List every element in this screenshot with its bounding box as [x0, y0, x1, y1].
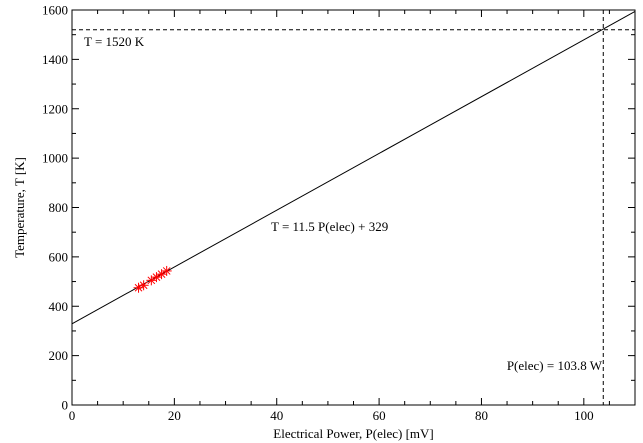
data-point — [151, 272, 162, 283]
plot-frame — [71, 9, 636, 406]
data-point-stroke — [139, 281, 148, 290]
data-point-stroke — [162, 267, 171, 275]
x-tick-label: 60 — [373, 408, 386, 423]
data-point-stroke — [147, 276, 156, 285]
x-tick-label: 100 — [574, 408, 594, 423]
y-tick-label: 0 — [62, 398, 69, 413]
data-point — [138, 280, 149, 291]
x-tick-label: 80 — [475, 408, 488, 423]
y-axis-ticks: 0 200 400 600 800 1000 1200 1400 1600 — [42, 3, 635, 413]
power-reference-label: P(elec) = 103.8 W — [507, 358, 603, 373]
data-point — [146, 275, 157, 286]
y-tick-label: 1000 — [42, 151, 68, 166]
y-tick-label: 1400 — [42, 52, 68, 67]
y-tick-label: 800 — [49, 200, 69, 215]
x-axis-label: Electrical Power, P(elec) [mV] — [273, 426, 433, 441]
y-tick-label: 1600 — [42, 3, 68, 18]
x-tick-label: 20 — [168, 408, 181, 423]
x-axis-ticks: 0 20 40 60 80 100 — [69, 10, 636, 423]
y-tick-label: 200 — [49, 348, 69, 363]
data-point-stroke — [152, 273, 161, 281]
plot-elements — [71, 10, 636, 405]
x-tick-label: 40 — [270, 408, 283, 423]
data-point — [156, 269, 167, 280]
y-tick-label: 400 — [49, 299, 69, 314]
temperature-reference-label: T = 1520 K — [84, 34, 145, 49]
fit-equation-label: T = 11.5 P(elec) + 329 — [271, 219, 388, 234]
y-axis-label: Temperature, T [K] — [12, 157, 27, 258]
x-tick-label: 0 — [69, 408, 76, 423]
y-tick-label: 1200 — [42, 101, 68, 116]
data-point-stroke — [157, 270, 166, 279]
data-point — [161, 265, 172, 276]
y-tick-label: 600 — [49, 249, 69, 264]
